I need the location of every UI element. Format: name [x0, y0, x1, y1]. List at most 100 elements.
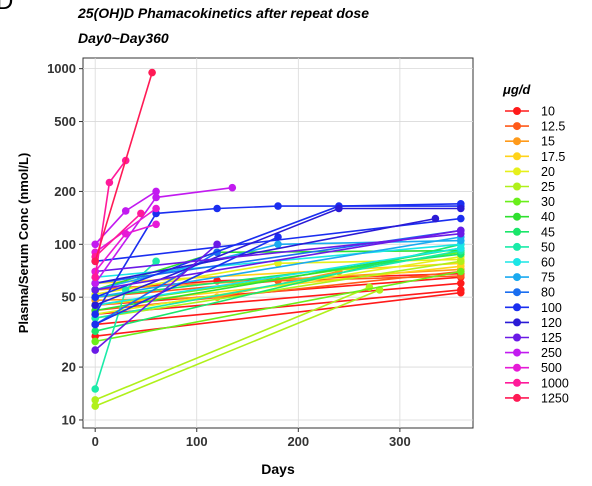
- data-point: [457, 236, 465, 245]
- legend-label: 80: [541, 286, 555, 300]
- data-point: [152, 193, 160, 202]
- data-point: [91, 301, 99, 310]
- legend-marker: [513, 258, 521, 266]
- legend-title: μg/d: [502, 82, 531, 97]
- x-tick-label: 300: [389, 434, 411, 449]
- chart-title: 25(OH)D Phamacokinetics after repeat dos…: [78, 5, 369, 21]
- data-point: [91, 273, 99, 282]
- data-point: [152, 204, 160, 213]
- x-tick-label: 100: [186, 434, 208, 449]
- legend-label: 125: [541, 331, 562, 345]
- data-point: [121, 207, 130, 215]
- data-point: [152, 220, 160, 229]
- data-point: [91, 257, 99, 266]
- series-line: [95, 217, 436, 285]
- legend-label: 45: [541, 225, 555, 239]
- legend-marker: [513, 393, 521, 402]
- legend-label: 250: [541, 346, 562, 360]
- series-250: [91, 183, 237, 288]
- legend-marker: [513, 122, 521, 131]
- data-point: [91, 327, 99, 336]
- legend-label: 15: [541, 135, 555, 149]
- data-point: [137, 209, 145, 218]
- y-tick-label: 200: [54, 184, 76, 199]
- legend-label: 100: [541, 301, 562, 315]
- legend-label: 25: [541, 180, 555, 194]
- data-point: [91, 240, 99, 249]
- legend-marker: [513, 288, 521, 297]
- legend-marker: [513, 242, 521, 251]
- data-point: [91, 346, 99, 354]
- series-line: [95, 243, 461, 332]
- legend-marker: [513, 378, 521, 387]
- series-line: [95, 249, 461, 319]
- data-point: [148, 68, 156, 77]
- y-tick-label: 50: [62, 290, 76, 305]
- series-line: [95, 260, 461, 319]
- series-line: [94, 72, 153, 262]
- data-point: [91, 279, 99, 288]
- data-series: [91, 68, 465, 410]
- series-line: [95, 236, 461, 298]
- y-tick-label: 10: [62, 412, 76, 427]
- legend-marker: [513, 348, 521, 357]
- series-line: [94, 286, 370, 401]
- legend-marker: [513, 227, 521, 236]
- legend-label: 500: [541, 361, 562, 375]
- legend-label: 20: [541, 165, 555, 179]
- data-point: [457, 267, 465, 276]
- x-tick-label: 200: [287, 434, 309, 449]
- series-line: [95, 229, 461, 291]
- legend-marker: [513, 318, 521, 327]
- legend-label: 12.5: [541, 120, 565, 134]
- data-point: [228, 183, 237, 192]
- legend-label: 1250: [541, 391, 569, 405]
- data-point: [457, 279, 465, 288]
- data-point: [91, 402, 99, 410]
- legend-marker: [513, 212, 521, 221]
- legend-label: 10: [541, 105, 555, 119]
- series-line: [94, 243, 218, 351]
- data-point: [274, 240, 282, 249]
- x-axis-label: Days: [261, 461, 295, 477]
- series-line: [94, 207, 157, 253]
- legend-label: 60: [541, 256, 555, 270]
- data-point: [431, 214, 440, 223]
- y-tick-label: 100: [54, 237, 76, 252]
- legend-label: 40: [541, 210, 555, 224]
- data-point: [152, 257, 160, 266]
- data-point: [91, 310, 99, 319]
- legend-marker: [513, 303, 521, 312]
- data-point: [457, 226, 465, 235]
- legend-marker: [513, 167, 521, 176]
- data-point: [91, 293, 99, 302]
- axes: 0 100 200 300 10 20 50 100 200 500 1000: [47, 61, 411, 449]
- x-tick-label: 0: [92, 434, 99, 449]
- grid-lines: [83, 58, 473, 428]
- series-1250: [91, 68, 156, 266]
- data-point: [274, 202, 282, 210]
- data-point: [152, 187, 160, 196]
- legend-marker: [513, 197, 521, 206]
- data-point: [457, 204, 465, 213]
- data-point: [105, 178, 114, 187]
- data-point: [91, 337, 99, 346]
- legend-label: 120: [541, 316, 562, 330]
- series-120: [91, 204, 465, 310]
- data-point: [213, 204, 221, 213]
- series-line: [94, 212, 142, 258]
- data-point: [457, 257, 465, 266]
- legend-marker: [513, 137, 521, 146]
- chart-subtitle: Day0~Day360: [78, 30, 169, 46]
- data-point: [213, 240, 221, 249]
- panel-letter: D: [0, 0, 14, 15]
- legend-label: 30: [541, 195, 555, 209]
- data-point: [91, 320, 99, 329]
- data-point: [91, 286, 99, 294]
- legend-label: 75: [541, 271, 555, 285]
- legend-label: 17.5: [541, 150, 565, 164]
- series-line: [95, 270, 461, 343]
- series-line: [94, 289, 380, 407]
